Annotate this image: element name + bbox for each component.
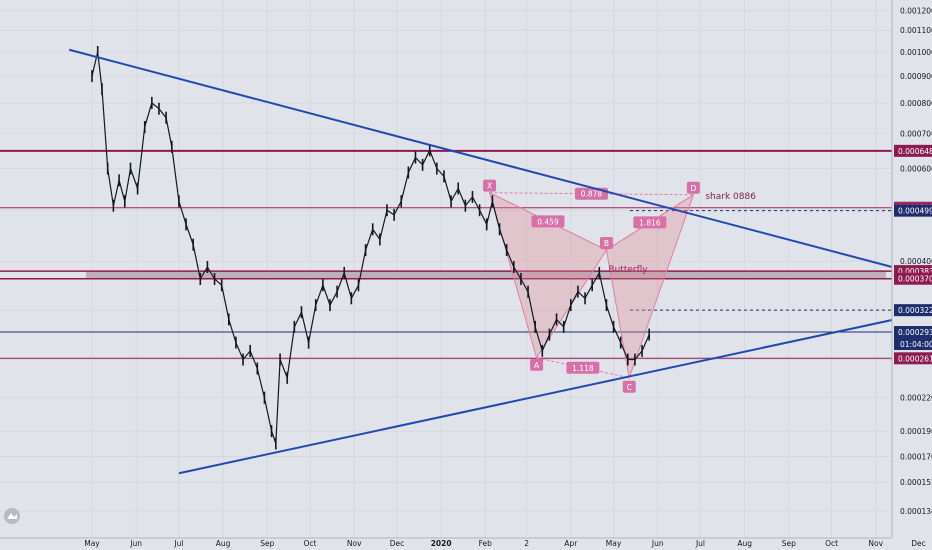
x-tick-label: Nov — [347, 539, 362, 548]
horizontal-levels — [0, 149, 892, 359]
pattern-point-label: X — [487, 182, 492, 191]
pattern-ratio-label: 0.878 — [581, 190, 603, 199]
countdown-bg — [894, 338, 932, 351]
x-tick-label: Oct — [825, 539, 838, 548]
pattern-point-label-bg — [530, 358, 544, 371]
y-tick-label: 0.0001340 — [900, 507, 932, 516]
y-tick-label: 0.0001700 — [900, 453, 932, 462]
pattern-ratio-label: 0.459 — [537, 217, 559, 226]
y-tick-label: 0.0008000 — [900, 99, 932, 108]
y-tick-label: 0.0012000 — [900, 6, 932, 15]
price-label: 0.0002614 — [898, 354, 932, 363]
y-tick-label: 0.0006000 — [900, 165, 932, 174]
price-label: 0.0003228 — [898, 306, 932, 315]
pattern-ratio-label-bg — [531, 215, 565, 228]
harmonic-pattern: X A B C D 0.878 0.459 1.816 1.118 Butterfly shark … — [483, 179, 756, 393]
x-tick-label: May — [84, 539, 100, 548]
trendlines — [68, 48, 932, 475]
price-series — [91, 46, 650, 450]
pattern-point-label: B — [604, 239, 609, 248]
y-tick-label: 0.0001520 — [900, 478, 932, 487]
price-label-bg — [894, 326, 932, 339]
y-tick-label: 0.0010000 — [900, 48, 932, 57]
pattern-point-label: A — [534, 361, 540, 370]
x-tick-label: Jul — [173, 539, 183, 548]
price-label-bg — [894, 204, 932, 217]
logo-icon — [4, 508, 20, 524]
x-tick-label: Dec — [390, 539, 405, 548]
x-tick-label: Aug — [216, 539, 231, 548]
y-tick-label: 0.0011000 — [900, 26, 932, 35]
pattern-point-label: C — [627, 383, 632, 392]
x-tick-label: Sep — [782, 539, 796, 548]
x-tick-label: Sep — [260, 539, 274, 548]
price-labels: 0.00064860.00050550.00049910.00038300.00… — [894, 144, 932, 365]
price-line — [91, 51, 650, 444]
price-label-bg — [894, 352, 932, 365]
bar-countdown: 01:04:00 — [900, 340, 932, 349]
pattern-point-label-bg — [686, 181, 700, 194]
trendline — [68, 48, 932, 279]
x-tick-label: Feb — [479, 539, 493, 548]
pattern-point-label-bg — [622, 380, 636, 393]
y-tick-label: 0.0001900 — [900, 427, 932, 436]
x-tick-label: Apr — [564, 539, 578, 548]
price-label: 0.0003704 — [898, 275, 932, 284]
pattern-ratio-label-bg — [566, 361, 600, 374]
price-label-bg — [894, 144, 932, 157]
pattern-ratio-label-bg — [633, 216, 667, 229]
x-tick-label: Oct — [304, 539, 317, 548]
x-axis-ticks: May Jun Jul Aug Sep Oct Nov Dec 2020 Feb 2 Apr May Ju… — [84, 539, 926, 548]
pattern-ratio-label: 1.118 — [572, 364, 594, 373]
supply-zone — [86, 271, 886, 279]
x-tick-label: Jun — [129, 539, 142, 548]
price-label: 0.0004991 — [898, 207, 932, 216]
price-label-bg — [894, 304, 932, 317]
x-tick-label: Jun — [651, 539, 664, 548]
x-tick-label: Nov — [868, 539, 883, 548]
trendline — [178, 310, 932, 475]
pattern-name: shark 0886 — [705, 192, 756, 202]
price-label: 0.0002933 — [898, 328, 932, 337]
x-tick-label: Aug — [737, 539, 752, 548]
x-tick-label: Dec — [911, 539, 926, 548]
x-tick-label: Jul — [695, 539, 705, 548]
x-tick-label: May — [606, 539, 622, 548]
price-label: 0.0006486 — [898, 147, 932, 156]
pattern-point-label-bg — [599, 237, 613, 250]
y-tick-label: 0.0002200 — [900, 394, 932, 403]
price-label-bg — [894, 272, 932, 285]
x-tick-label: 2020 — [431, 539, 452, 548]
pattern-ratio-label: 1.816 — [639, 218, 661, 227]
pattern-point-label-bg — [483, 179, 497, 192]
pattern-name: Butterfly — [608, 265, 648, 275]
pattern-point-label: D — [690, 184, 696, 193]
x-tick-label: 2 — [524, 539, 529, 548]
y-tick-label: 0.0004000 — [900, 257, 932, 266]
y-tick-label: 0.0007000 — [900, 129, 932, 138]
y-tick-label: 0.0009000 — [900, 72, 932, 81]
